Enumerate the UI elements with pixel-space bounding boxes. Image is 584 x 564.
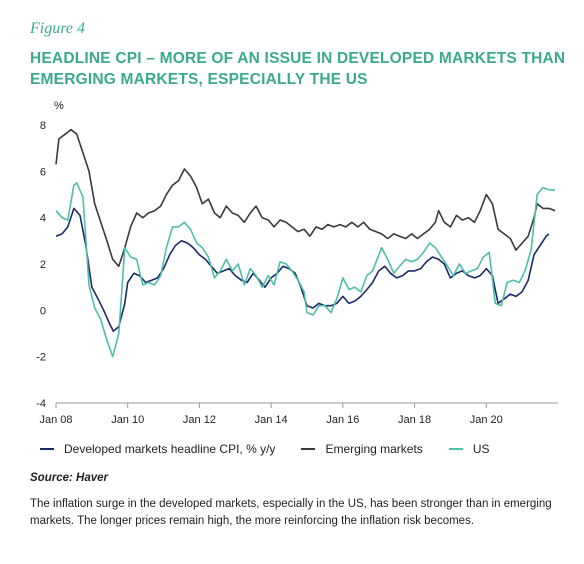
source-note: Source: Haver bbox=[30, 472, 108, 484]
legend-label: Emerging markets bbox=[325, 442, 423, 456]
y-tick-label: 0 bbox=[40, 305, 46, 317]
y-axis-unit-label: % bbox=[54, 100, 64, 112]
x-tick-label: Jan 18 bbox=[398, 414, 431, 426]
legend-swatch bbox=[448, 448, 463, 450]
y-tick-label: -2 bbox=[36, 352, 46, 364]
x-tick-label: Jan 14 bbox=[255, 414, 288, 426]
y-tick-label: -4 bbox=[36, 398, 46, 410]
caption-text: The inflation surge in the developed mar… bbox=[30, 498, 552, 527]
line-chart: % -4 -2 0 2 4 6 8 Jan 08 Jan 10 Jan 12 Jan 14 Jan 16… bbox=[36, 100, 558, 426]
chart-legend: Developed markets headline CPI, % y/y Eme… bbox=[40, 442, 515, 456]
legend-label: US bbox=[472, 442, 490, 456]
y-tick-label: 8 bbox=[40, 120, 46, 132]
legend-swatch bbox=[301, 448, 316, 450]
figure-label: Figure 4 bbox=[30, 20, 85, 37]
legend-emerging: Emerging markets bbox=[301, 442, 423, 456]
chart-title: HEADLINE CPI – MORE OF AN ISSUE IN DEVEL… bbox=[30, 48, 566, 90]
x-tick-label: Jan 16 bbox=[326, 414, 359, 426]
y-tick-label: 2 bbox=[40, 259, 46, 271]
chart-title-line-1: HEADLINE CPI – MORE OF AN ISSUE IN DEVEL… bbox=[30, 50, 566, 67]
y-tick-label: 4 bbox=[40, 213, 46, 225]
x-tick-label: Jan 12 bbox=[183, 414, 216, 426]
x-tick-label: Jan 10 bbox=[111, 414, 144, 426]
x-tick-label: Jan 08 bbox=[39, 414, 72, 426]
chart-title-line-2: EMERGING MARKETS, ESPECIALLY THE US bbox=[30, 71, 368, 88]
y-tick-label: 6 bbox=[40, 166, 46, 178]
emerging-markets-line bbox=[55, 128, 556, 268]
legend-us: US bbox=[448, 442, 490, 456]
x-tick-label: Jan 20 bbox=[470, 414, 503, 426]
legend-developed: Developed markets headline CPI, % y/y bbox=[40, 442, 275, 456]
legend-label: Developed markets headline CPI, % y/y bbox=[64, 442, 276, 456]
us-line bbox=[55, 182, 556, 358]
legend-swatch bbox=[40, 448, 54, 450]
